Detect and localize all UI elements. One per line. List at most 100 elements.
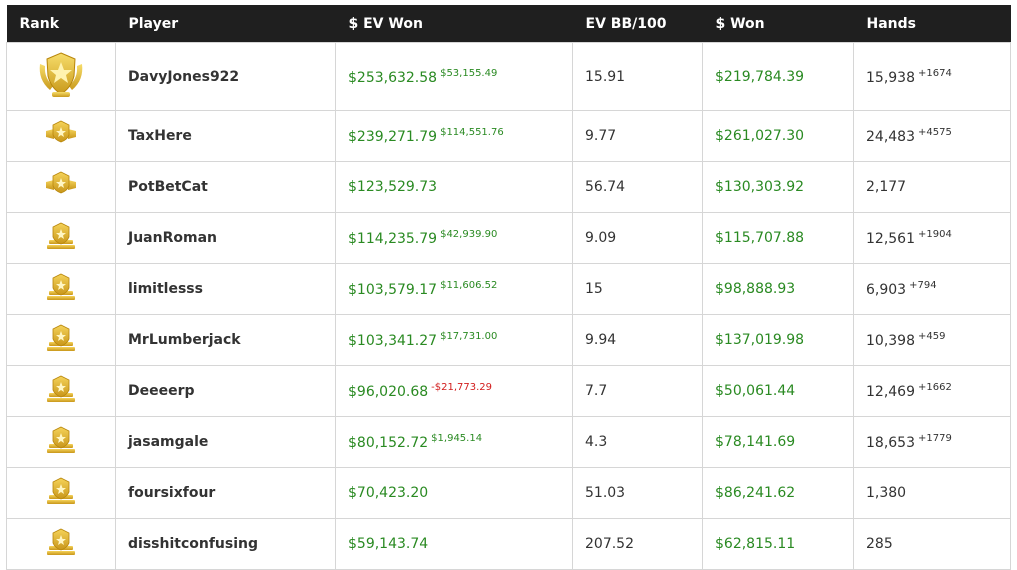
- ev-won: $253,632.58: [348, 69, 438, 86]
- ev-won-cell: $80,152.72 $1,945.14: [335, 416, 573, 468]
- ev-won: $96,020.68: [348, 384, 429, 400]
- ev-won-cell: $123,529.73: [335, 161, 573, 213]
- hands: 1,380: [866, 485, 907, 501]
- table-row: TaxHere $239,271.79 $114,551.76 9.77 $261,02…: [6, 110, 1011, 162]
- ev-bb100: 15: [572, 263, 703, 315]
- ev-bb100: 9.77: [572, 110, 703, 162]
- table-row: disshitconfusing $59,143.74 207.52 $62,815.…: [6, 518, 1011, 570]
- rank-badge: [47, 375, 75, 402]
- column-header: $ EV Won: [335, 5, 573, 43]
- table-row: MrLumberjack $103,341.27 $17,731.00 9.94 $13…: [6, 314, 1011, 366]
- hands: 18,653: [866, 435, 915, 451]
- column-header: $ Won: [702, 5, 854, 43]
- player-name: TaxHere: [115, 110, 336, 162]
- column-header: Player: [115, 5, 336, 43]
- player-name: limitlesss: [115, 263, 336, 315]
- rank-cell: [6, 212, 116, 264]
- hands: 10,398: [866, 333, 915, 349]
- won: $86,241.62: [702, 467, 854, 519]
- hands-cell: 24,483 +4575: [853, 110, 1011, 162]
- rank-cell: [6, 42, 116, 111]
- hands-cell: 15,938 +1674: [853, 42, 1011, 111]
- ev-won: $123,529.73: [348, 179, 438, 195]
- rank-cell: [6, 416, 116, 468]
- table-row: jasamgale $80,152.72 $1,945.14 4.3 $78,141.6…: [6, 416, 1011, 468]
- rank-badge: [46, 120, 76, 143]
- hands-cell: 18,653 +1779: [853, 416, 1011, 468]
- ev-bb100: 9.94: [572, 314, 703, 366]
- ev-change: $114,551.76: [440, 127, 504, 138]
- header-row: Rank Player $ EV Won EV BB/100 $ Won Hands: [6, 5, 1011, 43]
- rank-badge: [47, 324, 75, 351]
- player-name: jasamgale: [115, 416, 336, 468]
- ev-change: $1,945.14: [431, 433, 483, 444]
- won: $261,027.30: [702, 110, 854, 162]
- player-name: PotBetCat: [115, 161, 336, 213]
- rank-cell: [6, 518, 116, 570]
- ev-change: $11,606.52: [440, 280, 498, 291]
- ev-won-cell: $59,143.74: [335, 518, 573, 570]
- rank-badge: [47, 477, 75, 504]
- player-name: MrLumberjack: [115, 314, 336, 366]
- won: $130,303.92: [702, 161, 854, 213]
- player-name: Deeeerp: [115, 365, 336, 417]
- ev-won-cell: $70,423.20: [335, 467, 573, 519]
- rank-cell: [6, 314, 116, 366]
- won: $78,141.69: [702, 416, 854, 468]
- ev-change: $17,731.00: [440, 331, 498, 342]
- hands-cell: 285: [853, 518, 1011, 570]
- column-header: Rank: [6, 5, 116, 43]
- ev-bb100: 7.7: [572, 365, 703, 417]
- hands-cell: 12,469 +1662: [853, 365, 1011, 417]
- ev-change: $42,939.90: [440, 229, 498, 240]
- player-name: JuanRoman: [115, 212, 336, 264]
- hands: 6,903: [866, 282, 907, 298]
- hands-change: +1674: [918, 67, 952, 79]
- ev-won: $114,235.79: [348, 231, 438, 247]
- hands-change: +459: [918, 331, 946, 342]
- ev-won-cell: $103,341.27 $17,731.00: [335, 314, 573, 366]
- hands-cell: 1,380: [853, 467, 1011, 519]
- hands: 285: [866, 536, 893, 552]
- rank-badge: [47, 273, 75, 300]
- column-header: Hands: [853, 5, 1011, 43]
- won: $62,815.11: [702, 518, 854, 570]
- ev-won: $70,423.20: [348, 485, 429, 501]
- rank-badge: [47, 222, 75, 249]
- won: $115,707.88: [702, 212, 854, 264]
- table-row: Deeeerp $96,020.68 -$21,773.29 7.7 $50,061.4…: [6, 365, 1011, 417]
- hands: 12,561: [866, 231, 915, 247]
- hands-change: +794: [909, 280, 937, 291]
- ev-won: $103,579.17: [348, 282, 438, 298]
- hands-change: +1904: [918, 229, 952, 240]
- ev-change: -$21,773.29: [431, 382, 493, 393]
- rank-cell: [6, 161, 116, 213]
- ev-won: $80,152.72: [348, 435, 429, 451]
- ev-won-cell: $253,632.58 $53,155.49: [335, 42, 573, 111]
- rank-cell: [6, 110, 116, 162]
- ev-won-cell: $239,271.79 $114,551.76: [335, 110, 573, 162]
- rank-badge: [47, 426, 75, 453]
- rank-badge: [46, 171, 76, 194]
- player-name: DavyJones922: [115, 42, 336, 111]
- ev-won-cell: $103,579.17 $11,606.52: [335, 263, 573, 315]
- hands: 2,177: [866, 179, 907, 195]
- won: $137,019.98: [702, 314, 854, 366]
- leaderboard-table: Rank Player $ EV Won EV BB/100 $ Won Hands Da…: [6, 5, 1011, 570]
- leaderboard: Rank Player $ EV Won EV BB/100 $ Won Hands Da…: [6, 5, 1011, 570]
- hands: 15,938: [866, 69, 915, 86]
- rank-cell: [6, 263, 116, 315]
- table-row: PotBetCat $123,529.73 56.74 $130,303.92 2,17…: [6, 161, 1011, 213]
- ev-bb100: 51.03: [572, 467, 703, 519]
- hands-change: +4575: [918, 127, 952, 138]
- table-row: JuanRoman $114,235.79 $42,939.90 9.09 $115,7…: [6, 212, 1011, 264]
- table-row: foursixfour $70,423.20 51.03 $86,241.62 1,38…: [6, 467, 1011, 519]
- table-row: DavyJones922 $253,632.58 $53,155.49 15.91 $2…: [6, 42, 1011, 111]
- hands-cell: 2,177: [853, 161, 1011, 213]
- won: $219,784.39: [702, 42, 854, 111]
- won: $98,888.93: [702, 263, 854, 315]
- hands-cell: 10,398 +459: [853, 314, 1011, 366]
- rank-cell: [6, 467, 116, 519]
- player-name: disshitconfusing: [115, 518, 336, 570]
